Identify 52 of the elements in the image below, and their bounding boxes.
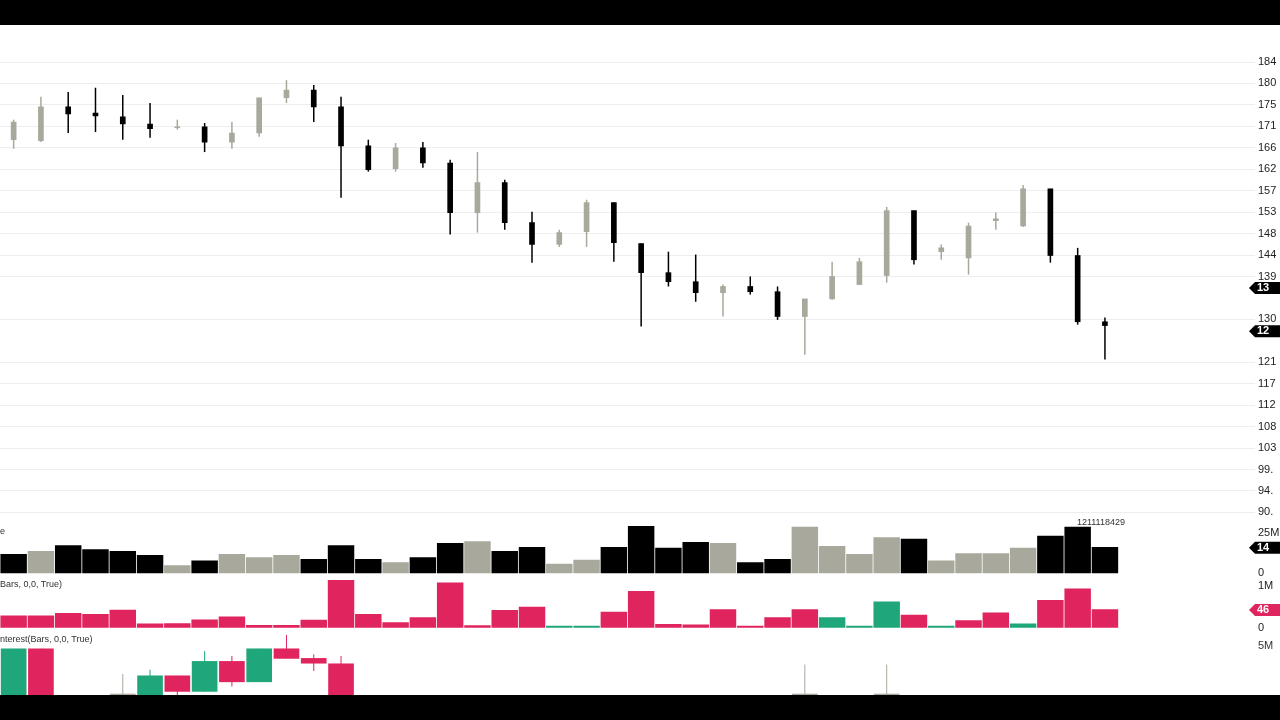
bar <box>0 554 27 574</box>
candlestick <box>720 284 726 317</box>
y-tick-label: 162 <box>1258 162 1277 175</box>
y-tick-label: 175 <box>1258 97 1277 110</box>
annotation: e <box>0 525 6 536</box>
bar <box>382 562 409 574</box>
candlestick <box>65 92 72 134</box>
annotation: Bars, 0,0, True) <box>0 578 63 589</box>
y-tick-label: 25M <box>1258 526 1280 539</box>
candlestick <box>119 94 126 140</box>
bar <box>191 560 218 574</box>
y-tick-label: 184 <box>1258 55 1277 68</box>
bar <box>1009 623 1037 628</box>
y-tick-label: 112 <box>1258 398 1276 411</box>
y-tick-label: 103 <box>1258 441 1277 454</box>
y-tick-label: 99. <box>1258 462 1274 475</box>
annotation: 13 <box>1257 280 1270 293</box>
y-tick-label: 180 <box>1258 76 1277 89</box>
y-tick-label: 0 <box>1258 620 1265 633</box>
candlestick <box>802 298 808 355</box>
y-tick-label: 139 <box>1258 269 1277 282</box>
y-tick-label: 90. <box>1258 505 1274 518</box>
y-tick-label: 171 <box>1258 119 1277 132</box>
annotation: 46 <box>1257 603 1270 616</box>
bar <box>900 614 928 628</box>
candlestick <box>1102 317 1108 360</box>
y-tick-label: 144 <box>1258 248 1277 261</box>
candlestick <box>147 102 153 138</box>
y-tick-label: 153 <box>1258 205 1277 218</box>
y-tick-label: 166 <box>1258 140 1277 153</box>
bar <box>900 538 928 574</box>
y-tick-label: 130 <box>1258 312 1277 325</box>
y-tick-label: 1M <box>1258 578 1274 591</box>
annotation: nterest(Bars, 0,0, True) <box>0 633 93 644</box>
bar <box>709 542 737 574</box>
bar <box>464 541 491 574</box>
y-tick-label: 108 <box>1258 419 1277 432</box>
bar <box>27 550 55 574</box>
y-tick-label: 0 <box>1258 566 1265 579</box>
y-tick-label: 148 <box>1258 226 1277 239</box>
y-tick-label: 94. <box>1258 483 1274 496</box>
annotation: 1211118429 <box>1076 516 1125 527</box>
annotation: 12 <box>1257 324 1270 337</box>
candlestick <box>229 122 235 149</box>
candlestick <box>992 212 999 230</box>
y-tick-label: 117 <box>1258 376 1276 389</box>
y-tick-label: 157 <box>1258 183 1277 196</box>
y-tick-label: 121 <box>1258 355 1277 368</box>
bar <box>928 625 955 628</box>
annotation: 5M <box>1258 638 1274 651</box>
annotation: 14 <box>1257 540 1271 553</box>
bar <box>164 565 191 574</box>
